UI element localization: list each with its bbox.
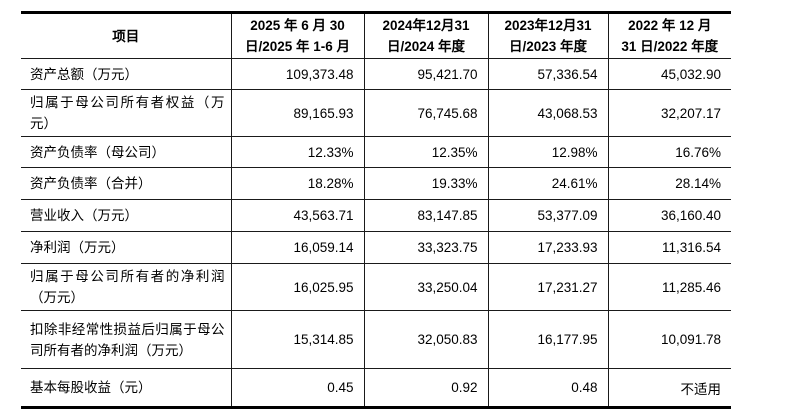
value-cell: 45,032.90 [607, 58, 731, 90]
row-label: 扣除非经常性损益后归属于母公司所有者的净利润（万元） [30, 321, 225, 358]
value-cell: 11,316.54 [607, 231, 731, 264]
value-cell: 10,091.78 [607, 310, 731, 369]
column-header: 2024年12月31 日/2024 年度 [363, 12, 488, 59]
row-label: 资产负债率（母公司） [30, 144, 165, 160]
table-header: 项目 2025 年 6 月 30 日/2025 年 1-6 月 2024年12月31… [21, 12, 731, 59]
table-row: 扣除非经常性损益后归属于母公司所有者的净利润（万元） 15,314.85 32,05… [21, 310, 731, 369]
value-cell: 16.76% [607, 136, 731, 168]
value-cell: 12.35% [363, 136, 488, 168]
value-cell: 15,314.85 [230, 310, 364, 369]
value-cell: 28.14% [607, 167, 731, 200]
value-cell: 24.61% [487, 167, 608, 200]
column-header: 项目 [112, 28, 140, 44]
column-header: 2025 年 6 月 30 日/2025 年 1-6 月 [230, 12, 364, 59]
value-cell: 95,421.70 [363, 58, 488, 90]
table-row: 营业收入（万元） 43,563.71 83,147.85 53,377.09 36,16… [21, 199, 731, 232]
value-cell: 33,323.75 [363, 231, 488, 264]
value-cell: 12.33% [230, 136, 364, 168]
value-cell: 109,373.48 [230, 58, 364, 90]
table-row: 归属于母公司所有者的净利润（万元） 16,025.95 33,250.04 17,23… [21, 263, 731, 311]
value-cell: 17,233.93 [487, 231, 608, 264]
table-row: 基本每股收益（元） 0.45 0.92 0.48 不适用 [21, 368, 731, 408]
row-label: 营业收入（万元） [30, 208, 138, 223]
value-cell: 36,160.40 [607, 199, 731, 232]
row-label: 基本每股收益（元） [30, 380, 152, 395]
value-cell: 17,231.27 [487, 263, 608, 311]
financial-summary-table: 项目 2025 年 6 月 30 日/2025 年 1-6 月 2024年12月31… [21, 11, 731, 409]
value-cell: 16,177.95 [487, 310, 608, 369]
value-cell: 57,336.54 [487, 58, 608, 90]
row-label: 净利润（万元） [30, 240, 125, 255]
table-row: 归属于母公司所有者权益（万元） 89,165.93 76,745.68 43,068.… [21, 89, 731, 137]
value-cell: 43,563.71 [230, 199, 364, 232]
value-cell: 0.45 [230, 368, 364, 408]
value-cell: 0.92 [363, 368, 488, 408]
table-row: 资产负债率（合并） 18.28% 19.33% 24.61% 28.14% [21, 167, 731, 200]
value-cell: 0.48 [487, 368, 608, 408]
table-row: 资产总额（万元） 109,373.48 95,421.70 57,336.54 45,0… [21, 58, 731, 90]
header-row: 项目 2025 年 6 月 30 日/2025 年 1-6 月 2024年12月31… [21, 12, 731, 59]
row-label: 归属于母公司所有者的净利润（万元） [30, 269, 225, 305]
value-cell: 32,050.83 [363, 310, 488, 369]
row-label: 资产总额（万元） [30, 66, 138, 82]
value-cell: 11,285.46 [607, 263, 731, 311]
column-header: 2023年12月31 日/2023 年度 [487, 12, 608, 59]
table-row: 资产负债率（母公司） 12.33% 12.35% 12.98% 16.76% [21, 136, 731, 168]
table-body: 资产总额（万元） 109,373.48 95,421.70 57,336.54 45,0… [21, 58, 731, 408]
value-cell: 不适用 [607, 368, 731, 408]
column-header: 2022 年 12 月 31 日/2022 年度 [607, 12, 731, 59]
value-cell: 16,059.14 [230, 231, 364, 264]
value-cell: 33,250.04 [363, 263, 488, 311]
value-cell: 16,025.95 [230, 263, 364, 311]
value-cell: 76,745.68 [363, 89, 488, 137]
value-cell: 32,207.17 [607, 89, 731, 137]
value-cell: 89,165.93 [230, 89, 364, 137]
row-label: 资产负债率（合并） [30, 176, 152, 191]
value-cell: 83,147.85 [363, 199, 488, 232]
table-container: 项目 2025 年 6 月 30 日/2025 年 1-6 月 2024年12月31… [21, 11, 731, 409]
value-cell: 53,377.09 [487, 199, 608, 232]
value-cell: 43,068.53 [487, 89, 608, 137]
table-row: 净利润（万元） 16,059.14 33,323.75 17,233.93 11,316… [21, 231, 731, 264]
value-cell: 19.33% [363, 167, 488, 200]
row-label: 归属于母公司所有者权益（万元） [30, 95, 225, 131]
value-cell: 12.98% [487, 136, 608, 168]
value-cell: 18.28% [230, 167, 364, 200]
